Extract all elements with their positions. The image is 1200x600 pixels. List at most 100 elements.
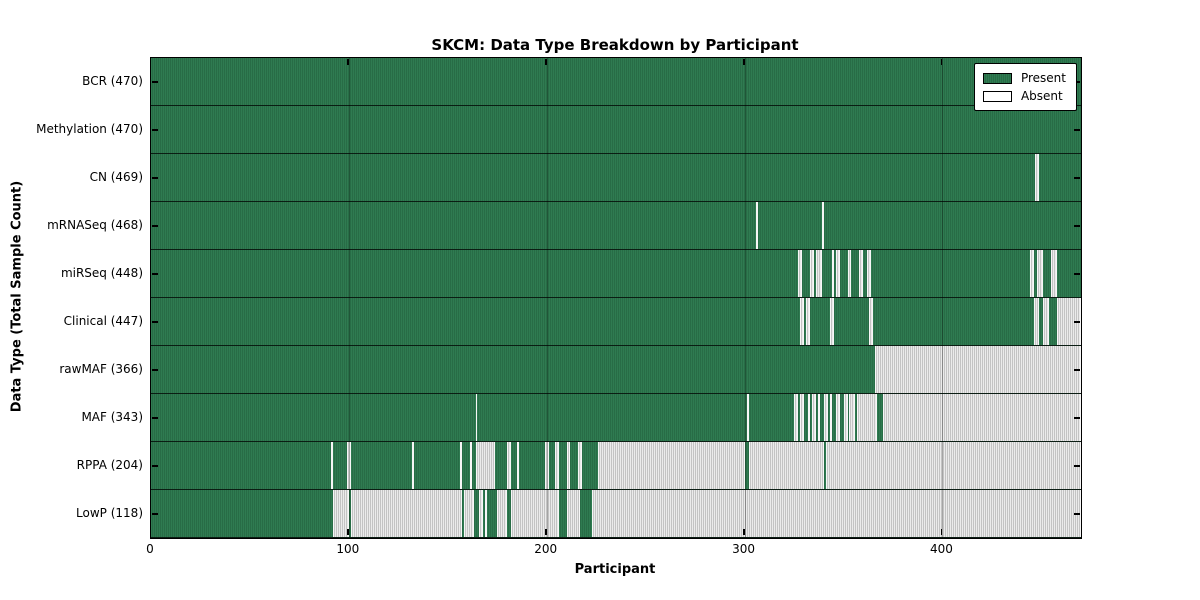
absent-block [746, 394, 749, 441]
absent-block [507, 442, 512, 489]
absent-block [1051, 250, 1058, 297]
x-tick-mark [149, 529, 151, 535]
x-tick-label: 200 [534, 542, 558, 556]
absent-block [412, 442, 415, 489]
absent-block [566, 490, 581, 537]
absent-block [829, 394, 832, 441]
y-tick-mark [1074, 513, 1080, 515]
y-tick-mark [152, 417, 158, 419]
y-tick-label-RPPA: RPPA (204) [76, 458, 143, 472]
absent-block [350, 490, 462, 537]
absent-block [497, 490, 508, 537]
absent-block [811, 394, 816, 441]
absent-block [1029, 250, 1034, 297]
absent-block [829, 298, 834, 345]
gridline [942, 58, 944, 538]
y-tick-mark [1074, 369, 1080, 371]
absent-block [566, 442, 571, 489]
x-tick-mark [743, 529, 745, 535]
absent-block [1057, 298, 1081, 345]
absent-block [592, 490, 1081, 537]
absent-block [859, 250, 864, 297]
absent-block [849, 394, 856, 441]
x-tick-mark [545, 529, 547, 535]
chart-title: SKCM: Data Type Breakdown by Participant [431, 36, 799, 54]
legend-label: Absent [1020, 89, 1063, 103]
y-tick-mark [152, 273, 158, 275]
y-tick-label-Clinical: Clinical (447) [63, 314, 143, 328]
y-tick-label-Methylation: Methylation (470) [36, 122, 143, 136]
absent-block [847, 250, 852, 297]
absent-block [578, 442, 583, 489]
x-tick-mark [149, 59, 151, 65]
absent-block [835, 394, 840, 441]
x-axis-label: Participant [574, 562, 656, 577]
y-tick-mark [152, 177, 158, 179]
presence-row-miRSeq [151, 250, 1081, 298]
absent-block [869, 298, 874, 345]
absent-block [517, 442, 520, 489]
absent-block [475, 394, 478, 441]
absent-block [817, 394, 820, 441]
absent-block [748, 442, 824, 489]
absent-block [805, 298, 810, 345]
presence-row-mRNASeq [151, 202, 1081, 250]
presence-row-rawMAF [151, 346, 1081, 394]
absent-block [1035, 154, 1040, 201]
absent-block [1037, 250, 1044, 297]
absent-block [821, 202, 824, 249]
absent-block [485, 490, 488, 537]
x-tick-mark [545, 59, 547, 65]
legend-label: Present [1020, 71, 1066, 85]
absent-block [867, 250, 872, 297]
y-tick-mark [152, 129, 158, 131]
y-tick-mark [1074, 273, 1080, 275]
x-tick-label: 100 [336, 542, 360, 556]
absent-block [809, 250, 814, 297]
y-tick-label-CN: CN (469) [89, 170, 143, 184]
absent-block [825, 442, 1081, 489]
y-tick-label-miRSeq: miRSeq (448) [60, 266, 143, 280]
presence-row-Methylation [151, 106, 1081, 154]
legend-item-absent: Absent [982, 87, 1066, 105]
absent-block [807, 394, 810, 441]
absent-block [333, 490, 349, 537]
absent-block [554, 442, 559, 489]
y-tick-label-MAF: MAF (343) [81, 410, 143, 424]
y-tick-label-BCR: BCR (470) [82, 74, 143, 88]
absent-block [346, 442, 351, 489]
x-tick-mark [743, 59, 745, 65]
y-tick-mark [152, 225, 158, 227]
absent-block [798, 250, 802, 297]
y-tick-label-LowP: LowP (118) [76, 506, 143, 520]
absent-block [331, 442, 334, 489]
gridline [744, 58, 746, 538]
absent-block [815, 250, 822, 297]
legend: Present Absent [973, 63, 1077, 111]
y-tick-mark [1074, 465, 1080, 467]
x-tick-label: 400 [930, 542, 953, 556]
absent-block [883, 394, 1081, 441]
x-tick-label: 300 [732, 542, 756, 556]
y-tick-mark [1074, 177, 1080, 179]
absent-block [469, 442, 472, 489]
present-swatch-icon [982, 72, 1012, 84]
absent-block [598, 442, 745, 489]
absent-swatch-icon [982, 90, 1012, 102]
absent-block [794, 394, 799, 441]
presence-row-CN [151, 154, 1081, 202]
y-tick-mark [152, 513, 158, 515]
absent-block [823, 394, 828, 441]
x-tick-label: 0 [146, 542, 154, 556]
x-tick-mark [347, 59, 349, 65]
x-tick-mark [347, 529, 349, 535]
absent-block [1033, 298, 1040, 345]
legend-item-present: Present [982, 69, 1066, 87]
absent-block [756, 202, 759, 249]
absent-block [1043, 298, 1050, 345]
absent-block [831, 250, 834, 297]
absent-block [475, 442, 496, 489]
y-tick-mark [152, 81, 158, 83]
y-tick-mark [1074, 321, 1080, 323]
